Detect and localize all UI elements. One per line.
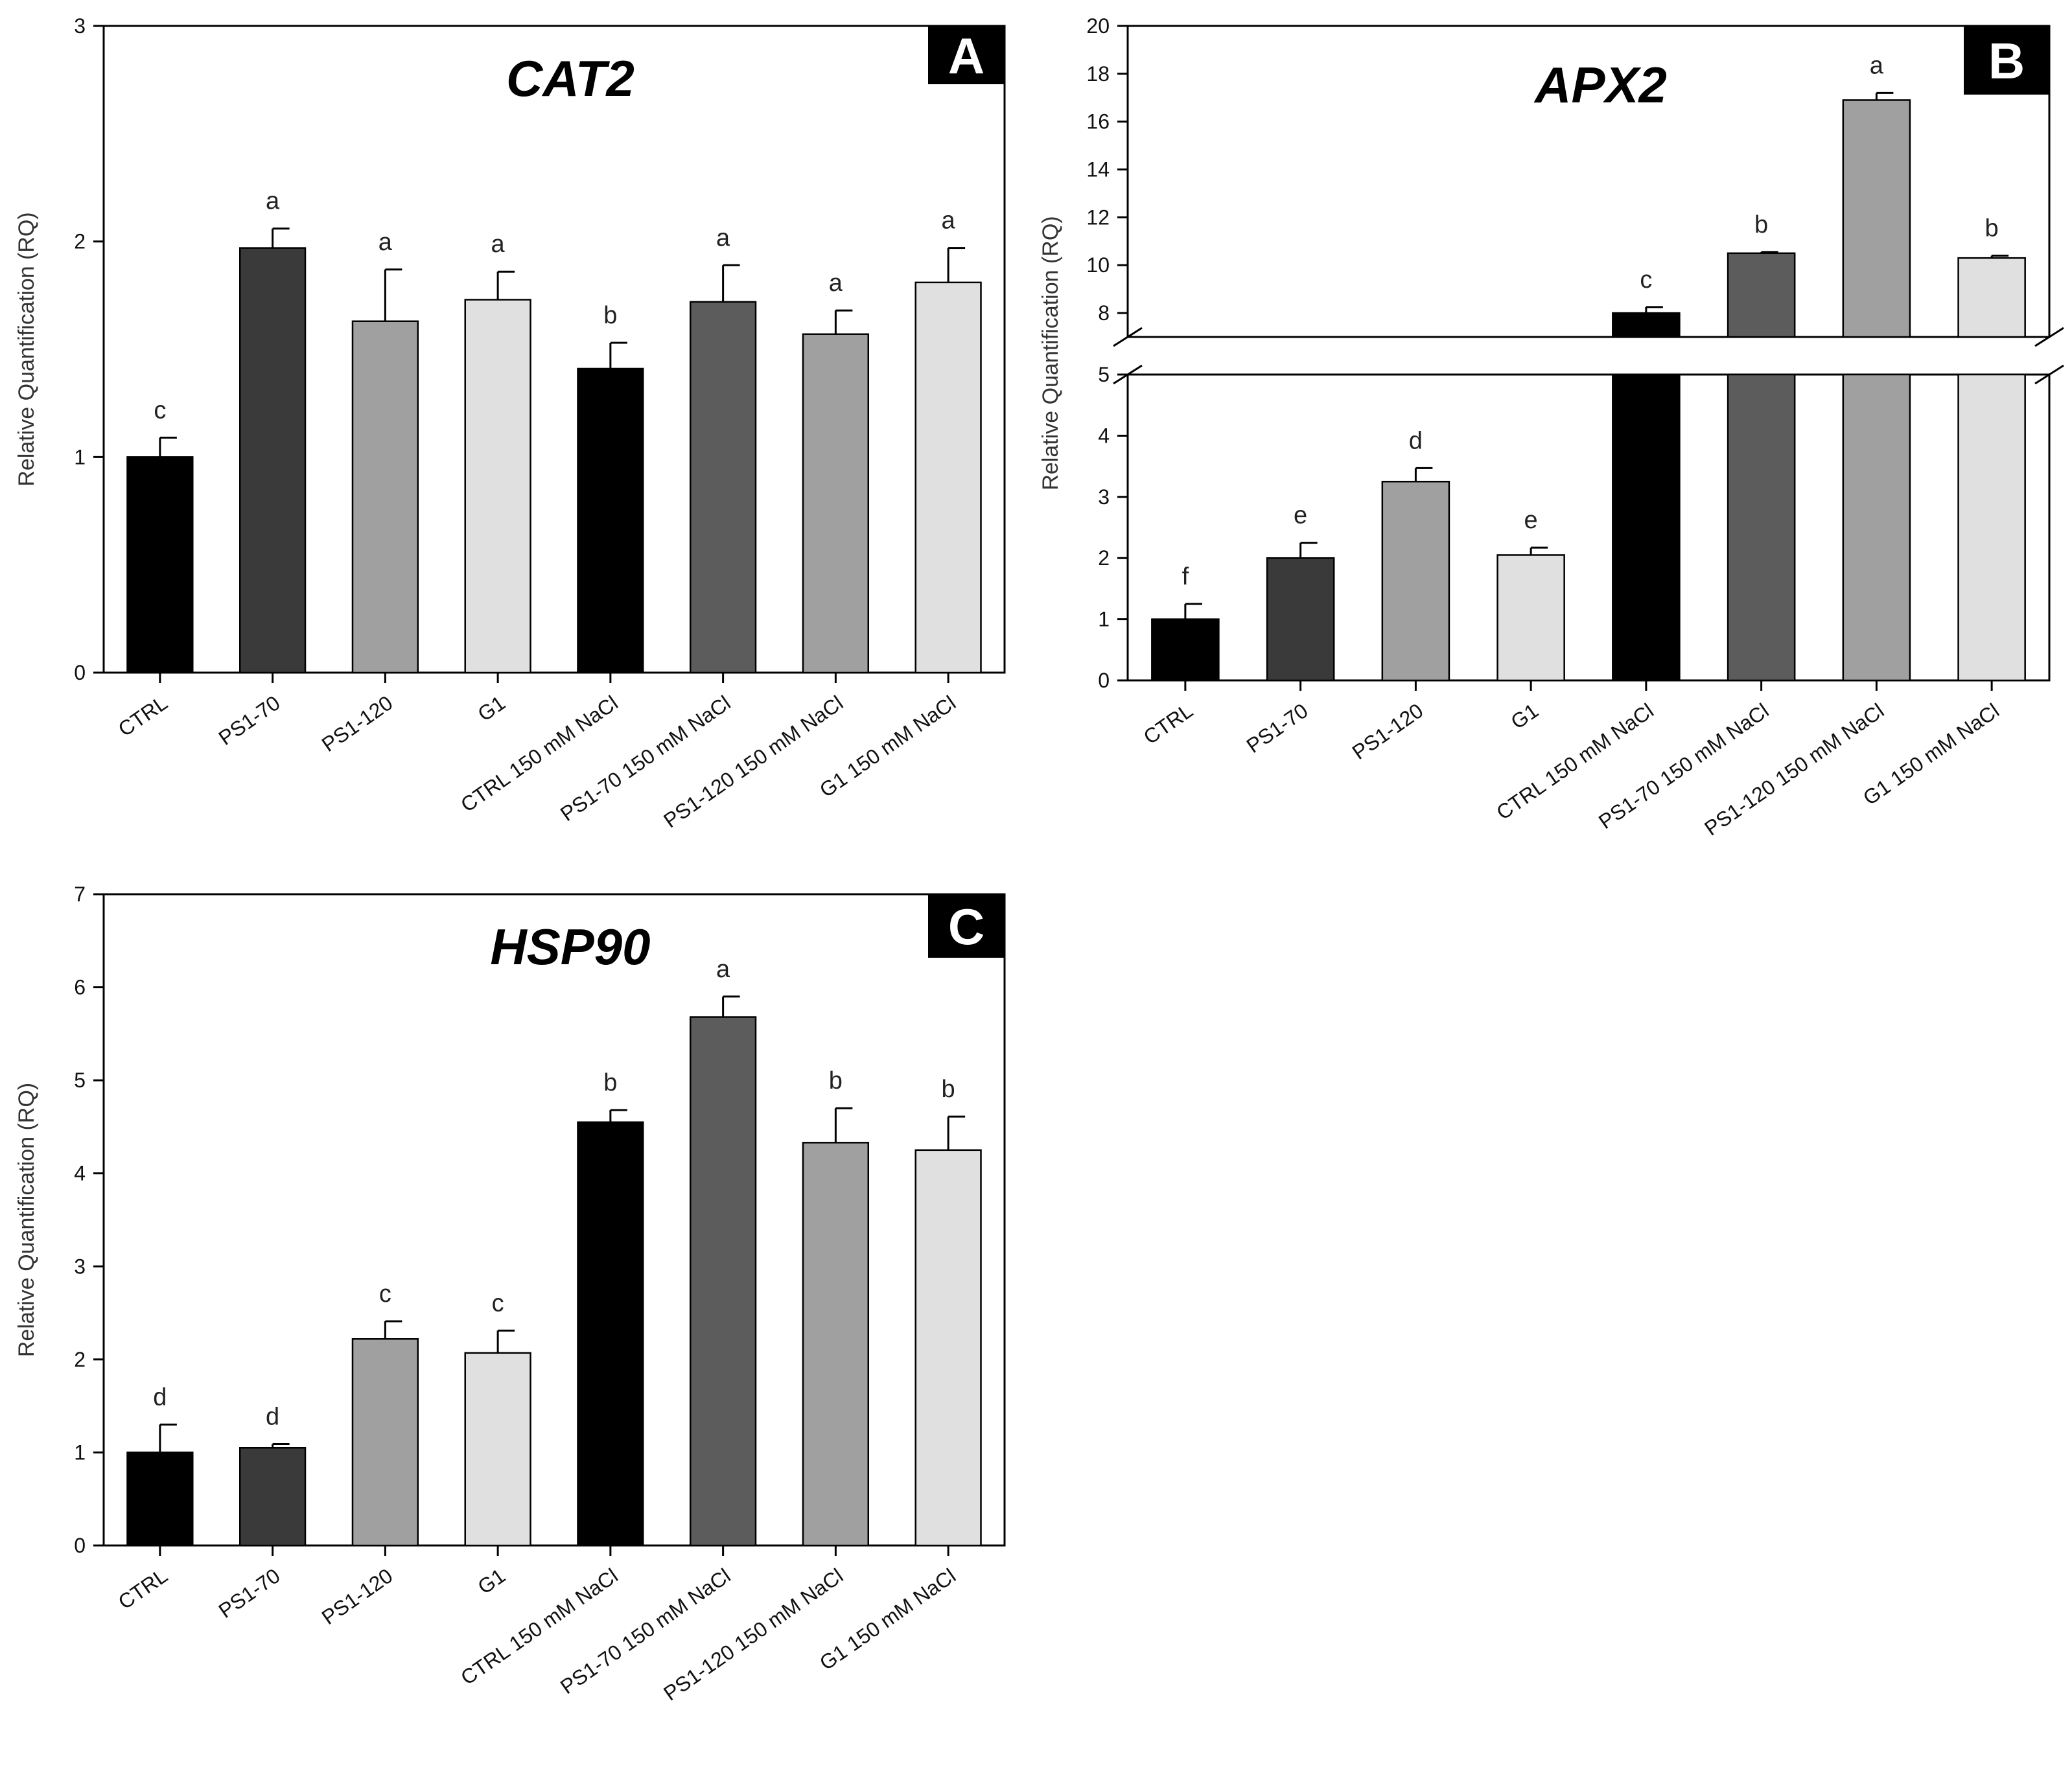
y-tick-label: 12 [1086, 205, 1110, 229]
y-tick-label: 14 [1086, 158, 1110, 181]
axis-break-mark [2034, 364, 2064, 385]
significance-letter: e [1294, 502, 1307, 529]
y-tick-label: 5 [1098, 363, 1110, 386]
significance-letter: d [153, 1383, 167, 1411]
bar [577, 1121, 644, 1547]
significance-letter: c [379, 1280, 391, 1308]
panel-letter: A [948, 27, 984, 84]
significance-letter: d [266, 1404, 279, 1431]
bar [1727, 252, 1796, 338]
significance-letter: a [491, 231, 506, 258]
bar [126, 1452, 194, 1547]
y-tick-label: 2 [74, 1348, 86, 1371]
significance-letter: e [1524, 507, 1538, 534]
bar [1381, 480, 1450, 682]
y-tick-label: 1 [1098, 608, 1110, 631]
chart-title: APX2 [1533, 56, 1667, 113]
bar [1496, 554, 1565, 682]
y-tick-label: 10 [1086, 253, 1110, 277]
axis-break-gap-right [2045, 339, 2071, 373]
significance-letter: a [716, 224, 730, 251]
significance-letter: b [942, 1076, 955, 1103]
bar [1266, 557, 1335, 682]
bar-lower-segment [1842, 373, 1911, 682]
y-tick-label: 18 [1086, 62, 1110, 86]
significance-letter: b [603, 302, 617, 329]
significance-letter: c [492, 1290, 504, 1317]
significance-letter: c [154, 397, 166, 424]
y-tick-label: 3 [74, 1255, 86, 1278]
y-tick-label: 3 [1098, 485, 1110, 509]
significance-letter: a [1870, 52, 1884, 79]
bar [1842, 99, 1911, 338]
bar [1957, 257, 2026, 338]
panel-letter: C [948, 898, 984, 955]
significance-letter: a [942, 207, 956, 235]
bar [802, 333, 870, 674]
significance-letter: c [1640, 266, 1652, 294]
y-tick-label: 16 [1086, 110, 1110, 133]
bar [239, 247, 307, 674]
y-tick-label: 2 [1098, 546, 1110, 570]
significance-letter: a [829, 270, 843, 297]
significance-letter: b [603, 1069, 617, 1096]
y-tick-label: 0 [74, 1534, 86, 1557]
y-tick-label: 1 [74, 445, 86, 469]
plot-frame-lower [1126, 373, 2051, 682]
bar [126, 456, 194, 674]
y-tick-label: 20 [1086, 14, 1110, 38]
axis-break-gap-left [1108, 339, 1132, 373]
plot-frame [102, 893, 1006, 1547]
y-tick-label: 8 [1098, 301, 1110, 325]
significance-letter: b [829, 1067, 843, 1094]
panel-badge [928, 26, 1005, 84]
bar [802, 1142, 870, 1547]
chart-title: CAT2 [506, 50, 634, 107]
bar [914, 281, 982, 674]
bar [464, 299, 531, 674]
chart-title: HSP90 [490, 918, 650, 975]
bar [689, 1016, 757, 1547]
y-tick-label: 5 [74, 1069, 86, 1092]
significance-letter: b [1754, 211, 1768, 238]
y-axis-title: Relative Quantification (RQ) [14, 212, 39, 486]
y-tick-label: 3 [74, 14, 86, 38]
bar [1151, 618, 1220, 682]
bar [464, 1352, 531, 1547]
y-tick-label: 1 [74, 1441, 86, 1464]
y-tick-label: 0 [1098, 669, 1110, 692]
bar-lower-segment [1727, 373, 1796, 682]
y-tick-label: 2 [74, 230, 86, 253]
bar [239, 1447, 307, 1547]
bar [1612, 312, 1681, 338]
significance-letter: f [1182, 563, 1189, 590]
axis-break-mark [1113, 327, 1143, 347]
plot-frame [102, 25, 1006, 674]
panel-letter: B [1988, 32, 2025, 89]
bar [351, 320, 419, 674]
bar [351, 1338, 419, 1547]
bar [689, 301, 757, 674]
significance-letter: d [1409, 427, 1423, 454]
axis-break-mark [2034, 327, 2064, 347]
y-tick-label: 4 [74, 1162, 86, 1185]
bar [914, 1149, 982, 1547]
bar-lower-segment [1957, 373, 2026, 682]
y-tick-label: 7 [74, 883, 86, 906]
y-axis-title: Relative Quantification (RQ) [14, 1083, 39, 1357]
y-tick-label: 6 [74, 976, 86, 999]
y-axis-title: Relative Quantification (RQ) [1038, 216, 1063, 490]
significance-letter: a [266, 188, 280, 215]
panel-badge [928, 894, 1005, 958]
bar-lower-segment [1612, 373, 1681, 682]
y-tick-label: 4 [1098, 424, 1110, 447]
significance-letter: a [378, 229, 393, 256]
panel-badge [1964, 26, 2049, 95]
y-tick-label: 0 [74, 661, 86, 684]
significance-letter: a [716, 956, 730, 983]
significance-letter: b [1985, 214, 1999, 242]
bar [577, 367, 644, 674]
plot-frame-upper [1126, 25, 2051, 338]
